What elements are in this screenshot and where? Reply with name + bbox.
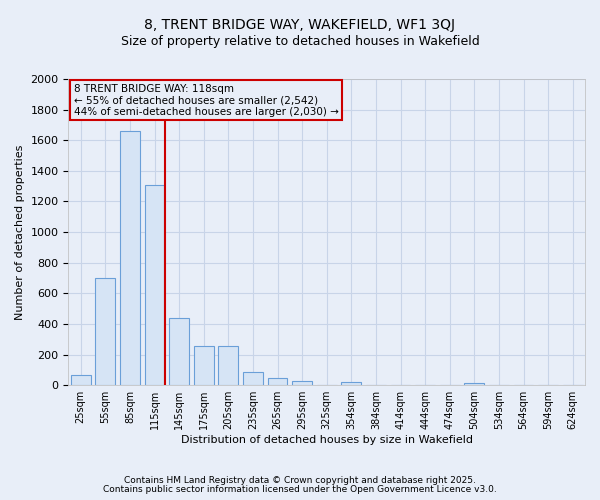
Y-axis label: Number of detached properties: Number of detached properties: [15, 144, 25, 320]
Bar: [169, 318, 189, 385]
Text: 8 TRENT BRIDGE WAY: 118sqm
← 55% of detached houses are smaller (2,542)
44% of s: 8 TRENT BRIDGE WAY: 118sqm ← 55% of deta…: [74, 84, 338, 117]
Bar: [292, 382, 312, 385]
Text: Size of property relative to detached houses in Wakefield: Size of property relative to detached ho…: [121, 35, 479, 48]
Bar: [95, 278, 115, 385]
Bar: [218, 346, 238, 385]
Bar: [268, 378, 287, 385]
Text: 8, TRENT BRIDGE WAY, WAKEFIELD, WF1 3QJ: 8, TRENT BRIDGE WAY, WAKEFIELD, WF1 3QJ: [145, 18, 455, 32]
Bar: [341, 382, 361, 385]
Bar: [120, 131, 140, 385]
Bar: [71, 376, 91, 385]
Bar: [243, 372, 263, 385]
Text: Contains public sector information licensed under the Open Government Licence v3: Contains public sector information licen…: [103, 485, 497, 494]
X-axis label: Distribution of detached houses by size in Wakefield: Distribution of detached houses by size …: [181, 435, 473, 445]
Bar: [145, 184, 164, 385]
Bar: [464, 383, 484, 385]
Text: Contains HM Land Registry data © Crown copyright and database right 2025.: Contains HM Land Registry data © Crown c…: [124, 476, 476, 485]
Bar: [194, 346, 214, 385]
